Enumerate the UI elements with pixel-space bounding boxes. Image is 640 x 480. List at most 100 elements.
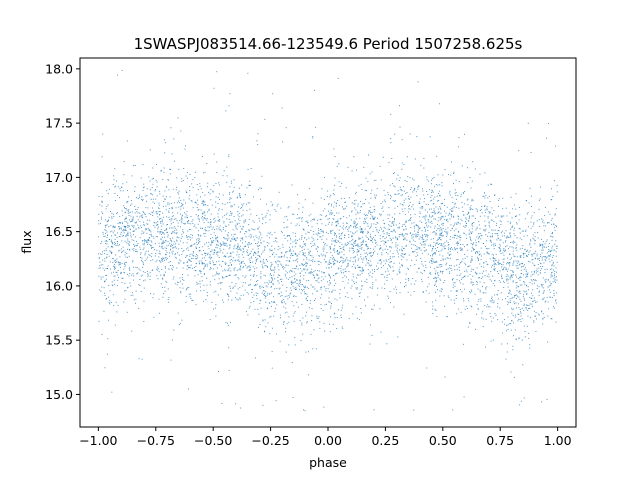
data-point xyxy=(306,262,308,264)
data-point xyxy=(320,286,322,288)
data-point xyxy=(553,294,555,296)
data-point xyxy=(458,266,460,268)
data-point xyxy=(146,223,148,225)
data-point xyxy=(186,236,188,238)
data-point xyxy=(481,312,483,314)
data-point xyxy=(133,225,135,227)
data-point xyxy=(291,281,293,283)
data-point xyxy=(482,276,484,278)
data-point xyxy=(162,219,164,221)
data-point xyxy=(159,218,161,220)
data-point xyxy=(302,317,304,319)
data-point xyxy=(168,244,170,246)
data-point xyxy=(164,152,166,154)
data-point xyxy=(168,211,170,213)
data-point xyxy=(455,179,457,181)
data-point xyxy=(485,228,487,230)
data-point xyxy=(522,274,524,276)
data-point xyxy=(412,236,414,238)
data-point xyxy=(334,298,336,300)
data-point xyxy=(203,222,205,224)
data-point xyxy=(497,205,499,207)
data-point xyxy=(123,232,125,234)
data-point xyxy=(459,274,461,276)
data-point xyxy=(220,230,222,232)
data-point xyxy=(143,287,145,289)
data-point xyxy=(547,221,549,223)
data-point xyxy=(375,194,377,196)
data-point xyxy=(499,262,501,264)
data-point xyxy=(242,266,244,268)
data-point xyxy=(387,270,389,272)
data-point xyxy=(359,238,361,240)
data-point xyxy=(503,280,505,282)
data-point xyxy=(452,202,454,204)
data-point xyxy=(224,268,226,270)
data-point xyxy=(409,177,411,179)
data-point xyxy=(313,274,315,276)
data-point xyxy=(421,279,422,281)
data-point xyxy=(169,237,171,239)
data-point xyxy=(219,264,221,266)
data-point xyxy=(523,397,525,399)
data-point xyxy=(186,210,188,212)
data-point xyxy=(195,258,197,260)
data-point xyxy=(390,230,392,232)
data-point xyxy=(164,266,166,268)
data-point xyxy=(116,213,118,215)
data-point xyxy=(359,245,361,247)
data-point xyxy=(303,288,305,290)
data-point xyxy=(464,246,466,248)
data-point xyxy=(270,273,272,275)
data-point xyxy=(505,230,507,232)
data-point xyxy=(205,252,207,254)
data-point xyxy=(431,189,433,191)
data-point xyxy=(127,222,129,224)
data-point xyxy=(455,294,457,296)
data-point xyxy=(280,256,282,258)
data-point xyxy=(193,266,195,268)
data-point xyxy=(374,250,376,252)
data-point xyxy=(106,190,108,192)
data-point xyxy=(332,260,334,262)
data-point xyxy=(476,228,478,230)
data-point xyxy=(220,288,222,290)
data-point xyxy=(277,256,279,258)
data-point xyxy=(302,228,304,230)
data-point xyxy=(421,238,423,240)
data-point xyxy=(335,241,337,243)
data-point xyxy=(365,214,367,216)
data-point xyxy=(249,253,251,255)
data-point xyxy=(269,274,271,276)
data-point xyxy=(286,257,288,259)
data-point xyxy=(271,280,273,282)
data-point xyxy=(330,248,332,250)
data-point xyxy=(107,204,109,206)
data-point xyxy=(506,236,508,238)
data-point xyxy=(156,249,158,251)
data-point xyxy=(285,290,287,292)
data-point xyxy=(271,263,273,265)
data-point xyxy=(273,241,275,243)
data-point xyxy=(201,212,203,214)
data-point xyxy=(373,304,375,306)
data-point xyxy=(118,235,120,237)
data-point xyxy=(284,238,286,240)
data-point xyxy=(490,271,492,273)
data-point xyxy=(373,223,375,225)
data-point xyxy=(475,244,477,246)
data-point xyxy=(121,272,123,274)
data-point xyxy=(445,228,447,230)
data-point xyxy=(206,162,208,164)
data-point xyxy=(135,249,137,251)
data-point xyxy=(143,225,145,227)
data-point xyxy=(339,245,341,247)
data-point xyxy=(169,227,171,229)
data-point xyxy=(485,247,487,249)
data-point xyxy=(525,276,527,278)
data-point xyxy=(465,217,467,219)
data-point xyxy=(408,208,410,210)
data-point xyxy=(260,239,262,241)
data-point xyxy=(384,237,386,239)
data-point xyxy=(447,214,449,216)
